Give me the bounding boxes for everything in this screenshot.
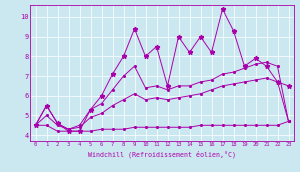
X-axis label: Windchill (Refroidissement éolien,°C): Windchill (Refroidissement éolien,°C) (88, 150, 236, 158)
